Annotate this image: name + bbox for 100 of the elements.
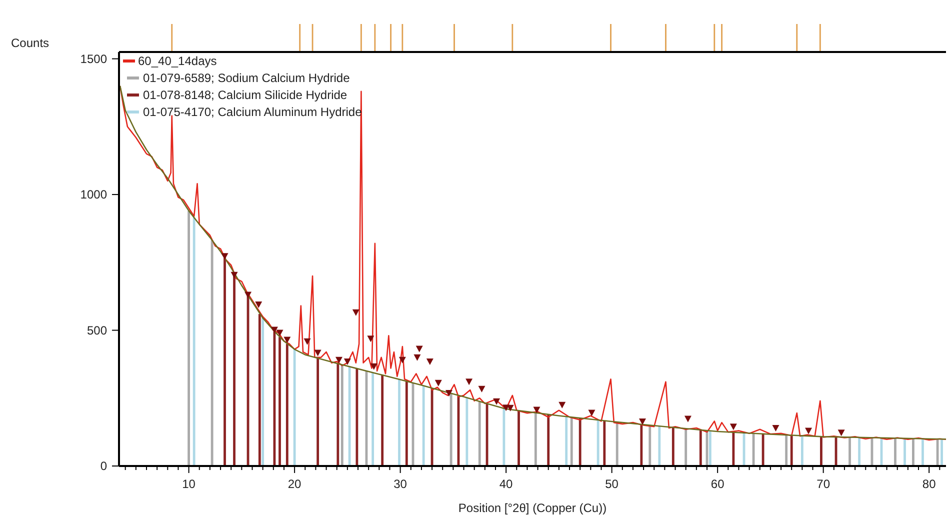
bar (672, 427, 674, 466)
bar (224, 256, 226, 466)
bar (912, 438, 914, 466)
point (588, 410, 596, 416)
x-tick-label: 30 (394, 477, 408, 491)
point (344, 358, 351, 365)
bar (904, 438, 906, 466)
bar (658, 426, 661, 466)
y-axis-title: Counts (11, 36, 50, 50)
point (493, 398, 500, 405)
bar (820, 436, 822, 466)
point (445, 390, 452, 396)
x-tick-label: 70 (816, 477, 830, 491)
bar (785, 435, 788, 466)
bar (848, 437, 851, 466)
bar (293, 349, 296, 466)
point (367, 336, 374, 342)
bar (578, 418, 582, 466)
point (416, 346, 423, 352)
point (772, 424, 780, 432)
bar (278, 337, 281, 466)
point (221, 253, 228, 260)
x-tick-label: 20 (288, 477, 302, 491)
x-tick-label: 60 (710, 477, 725, 491)
bar (405, 381, 408, 466)
bar (547, 414, 550, 466)
bar (356, 368, 358, 466)
point (414, 354, 421, 361)
point (398, 356, 406, 364)
bar (596, 420, 600, 466)
point (533, 406, 540, 414)
x-tick-label: 50 (605, 477, 619, 491)
point (638, 418, 646, 425)
bar (940, 439, 943, 466)
bar (603, 420, 606, 466)
point (370, 363, 378, 370)
bar (422, 386, 425, 466)
point (506, 404, 514, 412)
bar (478, 402, 481, 466)
bar (316, 358, 320, 466)
point (434, 380, 442, 386)
legend-label: 01-079-6589; Sodium Calcium Hydride (143, 71, 350, 85)
bar (616, 422, 618, 466)
bar (210, 240, 214, 466)
bar (466, 398, 468, 466)
bar (286, 344, 288, 466)
y-tick-label: 1000 (80, 188, 108, 202)
point (255, 301, 262, 308)
point (684, 416, 692, 422)
point (558, 402, 566, 408)
point (244, 292, 252, 298)
point (466, 378, 473, 386)
point (478, 386, 486, 392)
bar (372, 372, 374, 466)
x-axis-title: Position [°2θ] (Copper (Cu)) (458, 501, 607, 515)
y-tick-label: 500 (86, 323, 108, 338)
point (352, 309, 360, 316)
bar (381, 375, 384, 466)
bar (336, 364, 340, 466)
bar (565, 416, 568, 466)
bar (518, 410, 520, 466)
point (304, 338, 311, 345)
point (838, 430, 845, 436)
bar (790, 435, 793, 466)
bar (192, 218, 196, 466)
bar (258, 314, 261, 466)
bar (894, 438, 896, 466)
point (335, 356, 342, 364)
point (314, 350, 322, 356)
bar (699, 430, 702, 466)
bar (858, 437, 860, 466)
legend-label: 01-078-8148; Calcium Silicide Hydride (143, 88, 348, 102)
bar (800, 436, 804, 466)
point (426, 358, 434, 365)
bar (188, 210, 190, 466)
point (276, 330, 284, 336)
point (230, 272, 238, 278)
x-tick-label: 40 (499, 477, 514, 491)
bar (398, 379, 400, 466)
bar (684, 428, 688, 466)
bar (570, 417, 573, 466)
bar (502, 408, 506, 466)
point (805, 428, 812, 434)
bar (450, 393, 452, 466)
x-tick-label: 10 (182, 477, 196, 491)
x-tick-label: 80 (922, 477, 936, 491)
bar (640, 424, 643, 466)
bar (340, 365, 344, 466)
bar (262, 318, 264, 466)
point (730, 424, 737, 430)
y-tick-label: 0 (100, 459, 108, 473)
bar (732, 432, 735, 466)
legend-label: 60_40_14days (138, 54, 217, 68)
bar (648, 425, 652, 466)
point (270, 326, 278, 334)
bar (922, 438, 924, 466)
bar (708, 430, 712, 466)
bar (534, 412, 537, 466)
point (284, 336, 291, 344)
y-tick-label: 1500 (80, 52, 108, 66)
